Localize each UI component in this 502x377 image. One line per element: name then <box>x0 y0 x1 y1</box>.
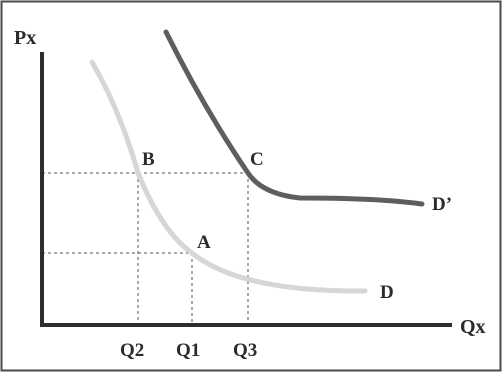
demand-curve-d-prime <box>163 29 425 207</box>
quantity-axis-label: Qx <box>460 316 486 338</box>
demand-curve-d <box>89 59 368 294</box>
price-axis-label: Px <box>14 27 36 49</box>
point-label-a: A <box>197 232 211 253</box>
curve-label-d-prime: D’ <box>432 194 452 215</box>
quantity-label-q1: Q1 <box>176 340 200 361</box>
point-label-b: B <box>142 149 155 170</box>
quantity-label-q2: Q2 <box>120 340 144 361</box>
curve-label-d: D <box>380 282 394 303</box>
quantity-label-q3: Q3 <box>233 340 257 361</box>
point-label-c: C <box>250 149 264 170</box>
guide-lines <box>42 172 249 325</box>
